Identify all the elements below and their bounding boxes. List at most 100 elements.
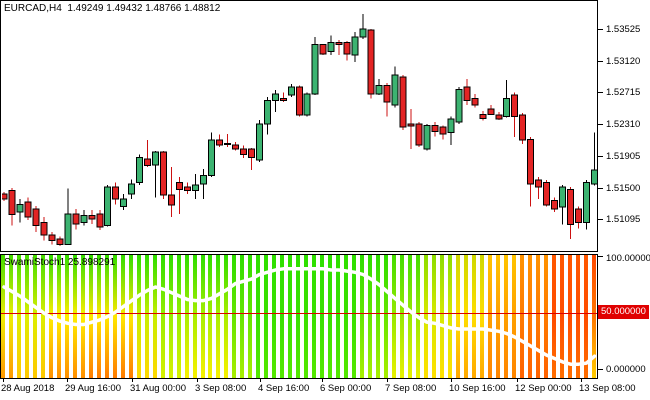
heatmap-column xyxy=(384,255,388,378)
candle-body xyxy=(112,186,120,200)
heatmap-column xyxy=(304,255,308,378)
heatmap-column xyxy=(25,255,29,378)
heatmap-column xyxy=(544,255,548,378)
candle-body xyxy=(359,28,367,38)
candle-body xyxy=(559,186,567,208)
candle-body xyxy=(543,182,551,206)
heatmap-column xyxy=(65,255,69,378)
heatmap-column xyxy=(185,255,189,378)
time-axis-label: 29 Aug 16:00 xyxy=(65,383,121,394)
time-axis[interactable]: 28 Aug 2018 29 Aug 16:00 31 Aug 00:00 3 Sep… xyxy=(0,379,650,400)
candle-body xyxy=(176,182,184,190)
candle-body xyxy=(447,118,455,133)
heatmap-column xyxy=(17,255,21,378)
heatmap-column xyxy=(584,255,588,378)
heatmap-column xyxy=(97,255,101,378)
candle-body xyxy=(287,86,295,96)
candle-body xyxy=(8,189,16,216)
price-axis-tick xyxy=(598,124,603,125)
candle-body xyxy=(463,86,471,101)
heatmap-column xyxy=(73,255,77,378)
heatmap-column xyxy=(89,255,93,378)
indicator-panel[interactable]: SwamiStoch1 25.898291 xyxy=(0,254,598,379)
heatmap-column xyxy=(408,255,412,378)
time-axis-label: 31 Aug 00:00 xyxy=(130,383,186,394)
price-axis[interactable]: 1.53525 1.53120 1.52715 1.52310 1.51905 1.515… xyxy=(598,0,650,252)
heatmap-column xyxy=(440,255,444,378)
candle-body xyxy=(423,124,431,150)
candle-body xyxy=(144,158,152,166)
indicator-signal-line xyxy=(2,267,597,366)
heatmap-column xyxy=(137,255,141,378)
price-axis-tick xyxy=(598,92,603,93)
candle-body xyxy=(343,41,351,55)
candle-body xyxy=(487,108,495,115)
candle-body xyxy=(583,182,590,223)
candle-body xyxy=(88,214,96,220)
heatmap-column xyxy=(201,255,205,378)
candle-body xyxy=(152,151,160,166)
candle-body xyxy=(24,201,32,218)
heatmap-column xyxy=(153,255,157,378)
candle-body xyxy=(104,186,112,227)
heatmap-column xyxy=(432,255,436,378)
indicator-axis[interactable]: 100.000000 50.000000 0.000000 xyxy=(598,253,650,379)
time-axis-label: 10 Sep 16:00 xyxy=(449,383,506,394)
candle-body xyxy=(208,139,215,176)
heatmap-column xyxy=(520,255,524,378)
heatmap-column xyxy=(161,255,165,378)
price-axis-tick xyxy=(598,61,603,62)
heatmap-column xyxy=(496,255,500,378)
heatmap-column xyxy=(400,255,404,378)
heatmap-column xyxy=(336,255,340,378)
candle-body xyxy=(455,88,463,123)
heatmap-column xyxy=(129,255,133,378)
heatmap-column xyxy=(472,255,476,378)
heatmap-column xyxy=(368,255,372,378)
candle-body xyxy=(231,144,239,150)
candle-body xyxy=(407,123,415,127)
candle-body xyxy=(295,86,303,116)
time-axis-tick xyxy=(197,379,198,382)
candle-body xyxy=(383,84,391,103)
heatmap-column xyxy=(264,255,268,378)
price-axis-label: 1.53120 xyxy=(606,56,641,67)
candle-body xyxy=(247,148,255,158)
candle-body xyxy=(168,194,176,206)
time-axis-tick xyxy=(67,379,68,382)
heatmap-column xyxy=(113,255,117,378)
heatmap-column xyxy=(576,255,580,378)
candle-body xyxy=(200,174,207,185)
candle-body xyxy=(223,142,231,145)
candle-body xyxy=(16,203,24,213)
heatmap-column xyxy=(177,255,181,378)
candle-body xyxy=(439,126,447,135)
heatmap-column xyxy=(312,255,316,378)
candle-body xyxy=(271,93,279,101)
heatmap-column xyxy=(280,255,284,378)
candle-body xyxy=(239,148,247,155)
heatmap-column xyxy=(392,255,396,378)
candle-body xyxy=(399,76,407,128)
time-axis-label: 6 Sep 00:00 xyxy=(320,383,372,394)
heatmap-column xyxy=(33,255,37,378)
candle-body xyxy=(136,156,144,183)
heatmap-column xyxy=(360,255,364,378)
time-axis-label: 4 Sep 16:00 xyxy=(258,383,310,394)
price-chart-panel[interactable]: EURCAD,H4 1.49249 1.49432 1.48766 1.4881… xyxy=(0,0,598,252)
time-axis-tick xyxy=(581,379,582,382)
heatmap-column xyxy=(320,255,324,378)
heatmap-column xyxy=(480,255,484,378)
candle-body xyxy=(120,198,128,208)
candle-body xyxy=(391,74,399,106)
heatmap-column xyxy=(240,255,244,378)
time-axis-tick xyxy=(451,379,452,382)
heatmap-column xyxy=(272,255,276,378)
level-50-line xyxy=(1,313,597,314)
price-axis-label: 1.51095 xyxy=(606,214,641,225)
heatmap-column xyxy=(552,255,556,378)
time-axis-tick xyxy=(3,379,4,382)
indicator-title: SwamiStoch1 25.898291 xyxy=(4,257,116,268)
candle-body xyxy=(128,183,136,195)
